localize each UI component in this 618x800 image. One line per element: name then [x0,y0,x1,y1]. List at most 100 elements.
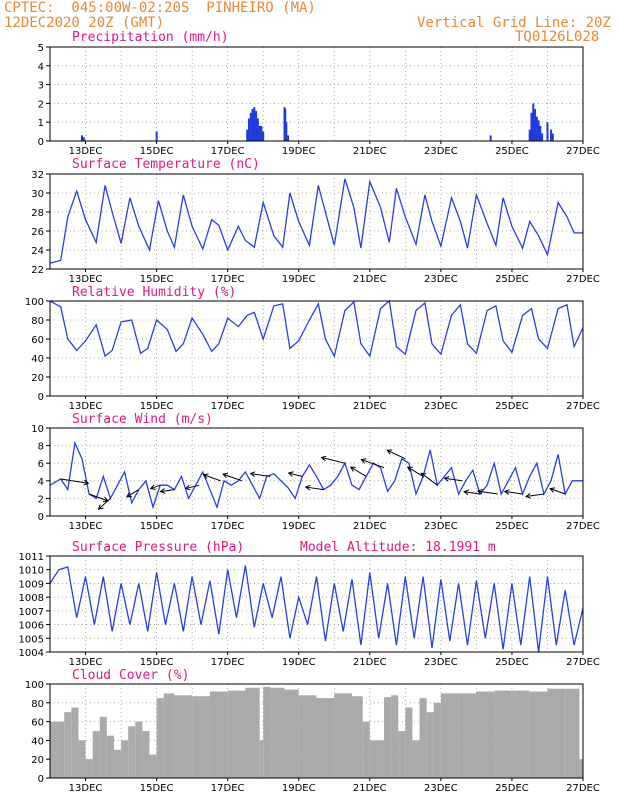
x-tick-label: 15DEC [140,274,174,285]
x-tick-label: 17DEC [211,146,245,157]
cloud-bar [298,695,317,778]
panel-frame [49,427,584,517]
y-tick-label: 22 [31,265,44,276]
wind-arrow [504,490,523,495]
x-tick-label: 17DEC [211,401,245,412]
x-tick-label: 23DEC [424,783,458,794]
precip-bar [528,129,531,141]
header-grid-note: Vertical Grid Line: 20Z [417,15,611,31]
wind-arrow [98,498,111,510]
y-tick-label: 1009 [19,579,44,590]
y-tick-label: 1005 [19,634,44,645]
y-tick-label: 60 [31,335,44,346]
precip-bar [287,135,290,141]
header-run-time: 12DEC2020 20Z (GMT) [4,15,165,31]
x-tick-label: 19DEC [282,274,316,285]
cloud-bar [384,697,392,778]
precip-bar [262,131,265,141]
precip-bar [256,118,259,141]
y-tick-label: 3 [38,81,44,92]
wind-arrow [464,491,481,495]
x-tick-label: 25DEC [495,401,529,412]
cloud-bar [245,687,260,778]
precip-bar [537,120,540,141]
y-tick-label: 32 [31,170,44,181]
wind-arrow-head [287,471,294,477]
panel-title: Cloud Cover (%) [72,668,189,683]
wind-arrow [150,484,161,490]
x-tick-label: 19DEC [282,401,316,412]
cloud-bar [50,721,58,778]
precip-bar [285,122,288,141]
panel-frame [49,555,584,653]
x-tick-label: 13DEC [69,783,103,794]
x-tick-label: 27DEC [566,274,600,285]
wind-arrow-head [525,493,531,499]
panel-frame [49,300,584,397]
precip-bar [247,118,250,141]
y-tick-label: 5 [38,43,44,54]
y-tick-label: 80 [31,699,44,710]
x-tick-label: 17DEC [211,657,245,668]
cloud-bar [106,735,114,778]
header-location: CPTEC: 045:00W-02:20S PINHEIRO (MA) [4,0,316,16]
x-tick-label: 23DEC [424,401,458,412]
y-tick-label: 6 [38,459,44,470]
precip-bar [532,103,535,141]
x-tick-label: 13DEC [69,274,103,285]
cloud-bar [121,740,129,778]
cloud-bar [113,749,122,778]
panel-title: Surface Pressure (hPa) [72,540,244,555]
y-tick-label: 0 [38,137,44,148]
wind-arrow-head [83,479,90,486]
y-tick-label: 1 [38,118,44,129]
cloud-bar [547,688,566,778]
cloud-bar [511,690,530,778]
wind-arrow [160,489,175,493]
x-tick-label: 19DEC [282,146,316,157]
x-tick-label: 19DEC [282,657,316,668]
wind-arrow-head [463,489,469,496]
cloud-bar [334,693,353,778]
y-tick-label: 30 [31,189,44,200]
series-line [49,299,584,358]
precip-bar [489,135,492,141]
cloud-bar [209,691,228,778]
cloud-bar [174,695,193,778]
cloud-bar [192,696,210,778]
wind-arrow-head [549,487,556,493]
series-line [49,440,583,510]
cloud-bar [369,740,385,778]
series-line [49,565,584,653]
x-tick-label: 27DEC [566,521,600,532]
x-tick-label: 23DEC [424,521,458,532]
wind-arrow [288,472,303,477]
y-tick-label: 60 [31,718,44,729]
x-tick-label: 25DEC [495,657,529,668]
y-tick-label: 4 [38,62,44,73]
wind-arrow [350,466,367,477]
y-tick-label: 2 [38,99,44,110]
cloud-bar [163,693,175,778]
x-tick-label: 15DEC [140,146,174,157]
wind-arrow-head [420,472,427,478]
wind-arrow-head [249,471,256,477]
precip-bar [541,133,544,141]
cloud-bar [99,716,107,778]
x-tick-label: 27DEC [566,783,600,794]
panel-title: Precipitation (mm/h) [72,30,229,45]
precip-bar [551,133,554,141]
x-tick-label: 15DEC [140,783,174,794]
panel-title: Surface Wind (m/s) [72,412,213,427]
x-tick-label: 25DEC [495,783,529,794]
precip-bar [251,109,254,141]
x-tick-label: 21DEC [353,274,387,285]
y-tick-label: 0 [38,512,44,523]
panel-title: Relative Humidity (%) [72,285,236,300]
x-tick-label: 19DEC [282,521,316,532]
wind-arrow [321,456,346,464]
precip-bar [550,129,553,141]
cloud-bar [156,698,164,778]
panel-frame [49,683,584,779]
